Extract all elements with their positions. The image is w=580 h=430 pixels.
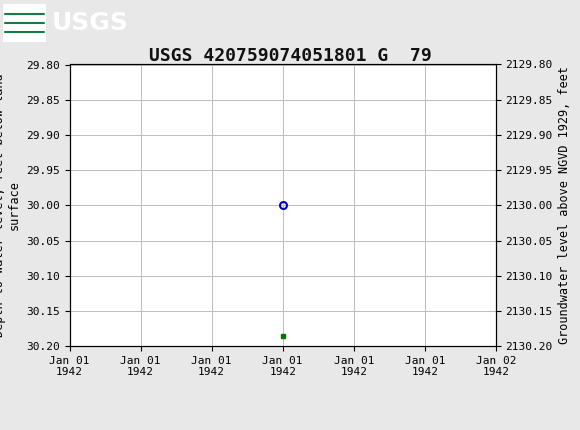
Text: USGS: USGS xyxy=(52,11,129,34)
FancyBboxPatch shape xyxy=(3,3,46,42)
Text: USGS 420759074051801 G  79: USGS 420759074051801 G 79 xyxy=(148,47,432,65)
Y-axis label: Depth to water level, feet below land
surface: Depth to water level, feet below land su… xyxy=(0,74,20,337)
Y-axis label: Groundwater level above NGVD 1929, feet: Groundwater level above NGVD 1929, feet xyxy=(559,66,571,344)
